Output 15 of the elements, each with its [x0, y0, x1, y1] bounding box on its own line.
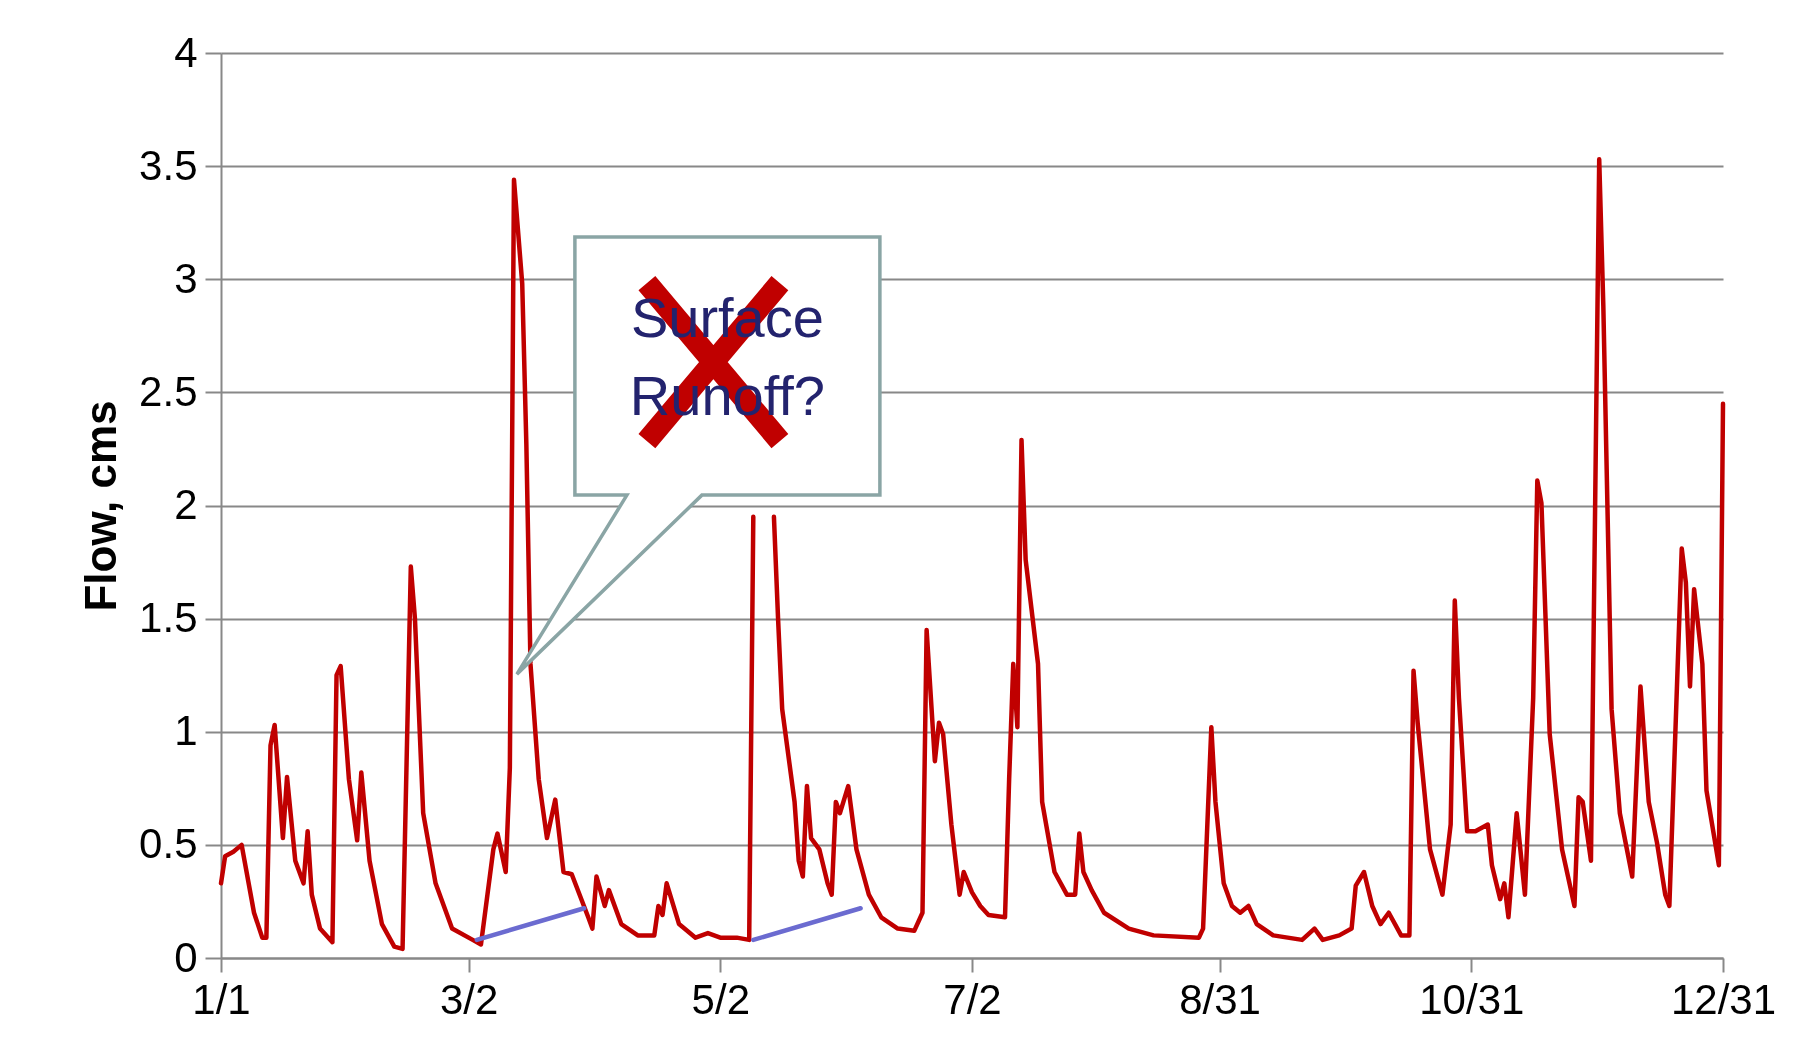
- y-tick-label: 1.5: [139, 594, 198, 642]
- y-tick-label: 3.5: [139, 141, 198, 189]
- x-tick-label: 3/2: [439, 975, 499, 1023]
- x-tick-label: 7/2: [943, 975, 1002, 1023]
- x-tick-label: 10/31: [1419, 975, 1525, 1023]
- y-tick-label: 1: [174, 707, 198, 755]
- y-tick-label: 4: [174, 28, 198, 76]
- y-tick-label: 3: [174, 254, 198, 302]
- x-tick-label: 5/2: [691, 975, 750, 1023]
- y-tick-label: 2: [174, 481, 198, 528]
- y-tick-label: 0.5: [139, 820, 198, 868]
- y-axis-title: Flow, cms: [76, 400, 126, 612]
- x-tick-label: 12/31: [1670, 975, 1777, 1023]
- x-tick-label: 8/31: [1179, 975, 1261, 1023]
- y-tick-label: 2.5: [139, 367, 198, 415]
